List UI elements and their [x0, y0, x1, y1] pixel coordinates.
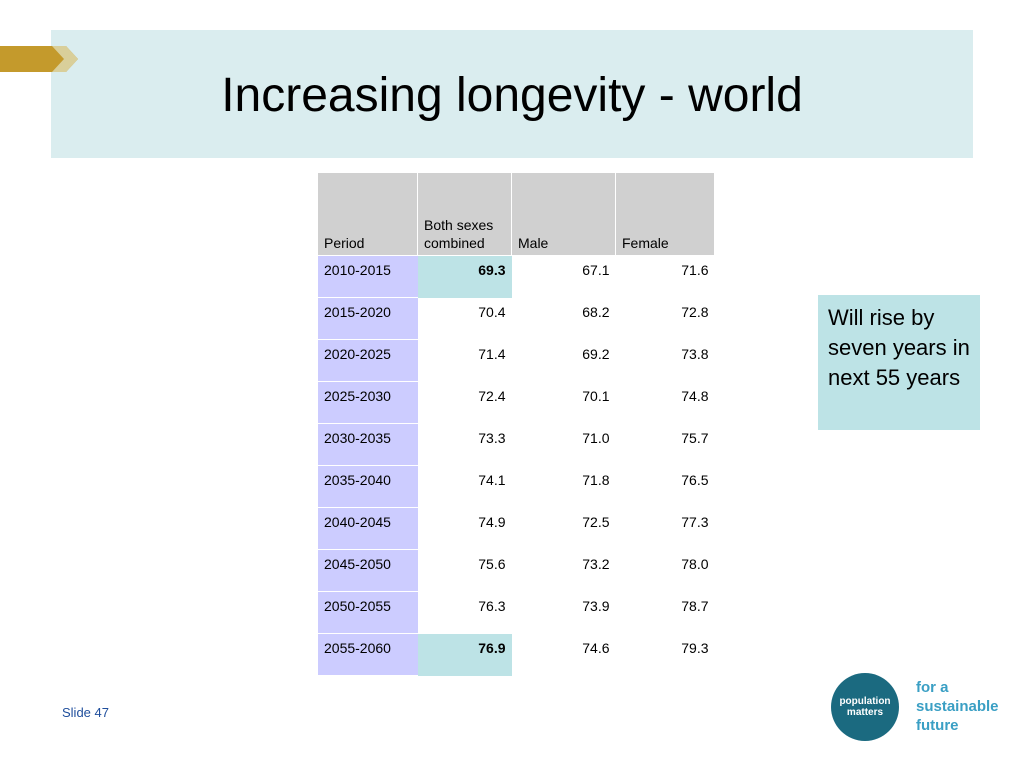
cell-female: 78.0	[615, 549, 715, 592]
cell-male: 74.6	[511, 633, 616, 676]
slide-title: Increasing longevity - world	[221, 69, 803, 122]
table-row: 2045-2050 75.6 73.2 78.0	[318, 549, 715, 592]
gold-arrow-icon	[0, 46, 78, 72]
cell-period: 2050-2055	[318, 591, 418, 634]
cell-period: 2040-2045	[318, 507, 418, 550]
cell-female: 79.3	[615, 633, 715, 676]
cell-female: 78.7	[615, 591, 715, 634]
cell-both-sexes: 76.3	[417, 591, 512, 634]
tagline-line: future	[916, 717, 959, 734]
cell-both-sexes: 71.4	[417, 339, 512, 382]
cell-male: 73.2	[511, 549, 616, 592]
cell-female: 75.7	[615, 423, 715, 466]
cell-female: 76.5	[615, 465, 715, 508]
slide-number: Slide 47	[62, 705, 109, 720]
cell-female: 73.8	[615, 339, 715, 382]
population-matters-logo: population matters	[831, 673, 899, 741]
cell-both-sexes: 76.9	[417, 633, 512, 676]
cell-male: 70.1	[511, 381, 616, 424]
cell-period: 2030-2035	[318, 423, 418, 466]
cell-both-sexes: 70.4	[417, 297, 512, 340]
header-period: Period	[318, 173, 418, 256]
cell-male: 67.1	[511, 255, 616, 298]
table-header-row: Period Both sexes combined Male Female	[318, 173, 715, 256]
table-row: 2050-2055 76.3 73.9 78.7	[318, 591, 715, 634]
tagline-line: for a	[916, 679, 949, 696]
table-row: 2040-2045 74.9 72.5 77.3	[318, 507, 715, 550]
cell-male: 71.8	[511, 465, 616, 508]
cell-female: 74.8	[615, 381, 715, 424]
cell-male: 68.2	[511, 297, 616, 340]
table-row: 2015-2020 70.4 68.2 72.8	[318, 297, 715, 340]
cell-male: 69.2	[511, 339, 616, 382]
table-row: 2020-2025 71.4 69.2 73.8	[318, 339, 715, 382]
life-expectancy-table: Period Both sexes combined Male Female 2…	[318, 173, 715, 676]
note-callout: Will rise by seven years in next 55 year…	[818, 295, 980, 430]
cell-male: 73.9	[511, 591, 616, 634]
cell-male: 71.0	[511, 423, 616, 466]
cell-period: 2015-2020	[318, 297, 418, 340]
header-female: Female	[615, 173, 715, 256]
cell-period: 2035-2040	[318, 465, 418, 508]
logo-text: population matters	[839, 696, 891, 718]
cell-period: 2025-2030	[318, 381, 418, 424]
cell-period: 2020-2025	[318, 339, 418, 382]
table-row: 2030-2035 73.3 71.0 75.7	[318, 423, 715, 466]
table-row: 2035-2040 74.1 71.8 76.5	[318, 465, 715, 508]
tagline-line: sustainable	[916, 698, 999, 715]
cell-period: 2010-2015	[318, 255, 418, 298]
cell-both-sexes: 72.4	[417, 381, 512, 424]
cell-both-sexes: 75.6	[417, 549, 512, 592]
cell-female: 77.3	[615, 507, 715, 550]
cell-period: 2055-2060	[318, 633, 418, 676]
table-body: 2010-2015 69.3 67.1 71.6 2015-2020 70.4 68.2 72…	[318, 255, 715, 676]
cell-period: 2045-2050	[318, 549, 418, 592]
cell-both-sexes: 73.3	[417, 423, 512, 466]
cell-both-sexes: 74.9	[417, 507, 512, 550]
table-row: 2055-2060 76.9 74.6 79.3	[318, 633, 715, 676]
cell-both-sexes: 74.1	[417, 465, 512, 508]
header-both-sexes: Both sexes combined	[417, 173, 512, 256]
logo-tagline: for a sustainable future	[916, 678, 1016, 735]
table-row: 2025-2030 72.4 70.1 74.8	[318, 381, 715, 424]
header-male: Male	[511, 173, 616, 256]
cell-both-sexes: 69.3	[417, 255, 512, 298]
cell-female: 72.8	[615, 297, 715, 340]
title-band	[51, 30, 973, 158]
cell-female: 71.6	[615, 255, 715, 298]
cell-male: 72.5	[511, 507, 616, 550]
table-row: 2010-2015 69.3 67.1 71.6	[318, 255, 715, 298]
